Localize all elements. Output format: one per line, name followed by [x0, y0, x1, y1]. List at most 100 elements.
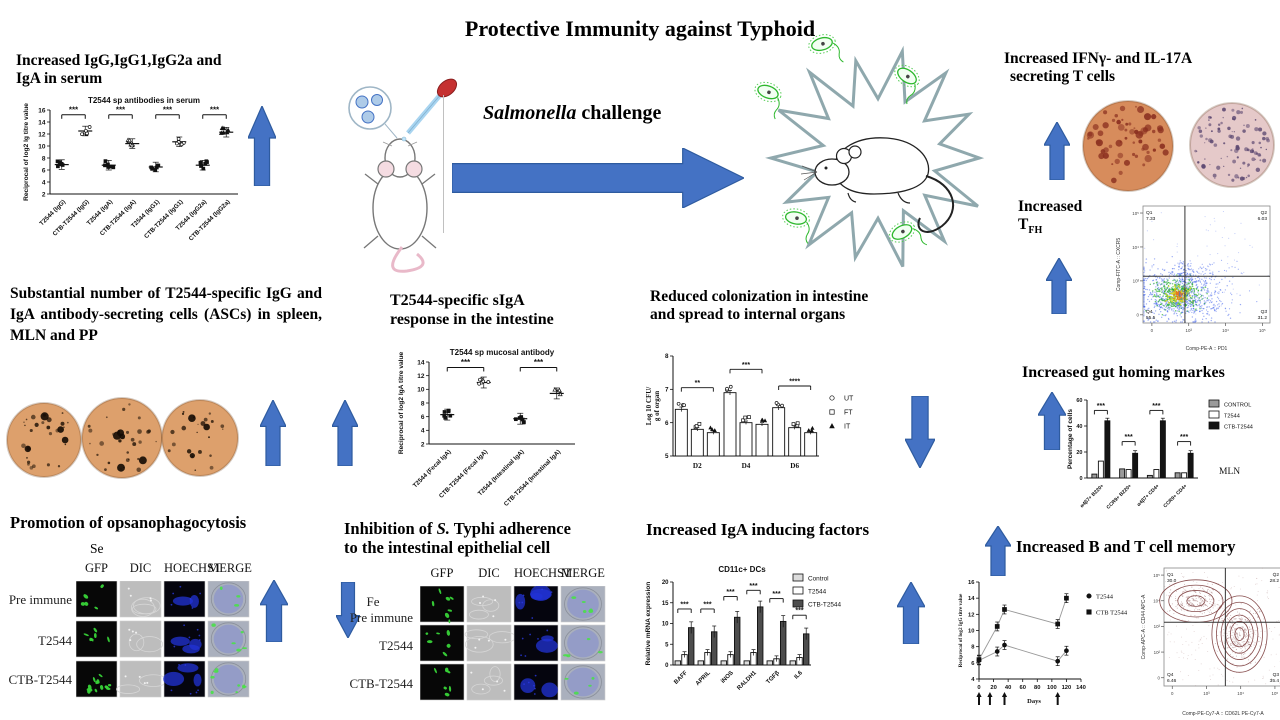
- serum-heading-line1: Increased IgG,IgG1,IgG2a and: [16, 52, 222, 69]
- salmonella-bacterium-icon: [754, 81, 782, 120]
- svg-text:T2544 sp antibodies in serum: T2544 sp antibodies in serum: [88, 96, 200, 105]
- svg-text:***: ***: [163, 105, 173, 114]
- column-header-merge: MERGE: [561, 566, 605, 580]
- svg-text:TGFβ: TGFβ: [766, 670, 782, 686]
- inhibition-heading-italic: S.: [436, 519, 450, 538]
- inhibition-heading-pre: Inhibition of: [344, 519, 437, 538]
- elispot-wells-ifn-il17a: [1082, 100, 1275, 192]
- challenge-label-italic: Salmonella: [483, 102, 577, 124]
- svg-text:CTB T2544: CTB T2544: [1096, 610, 1128, 617]
- cd11c-bar-chart: 0 5 10 15 20 CD11c+ DCs Relative mRNA expressi…: [645, 565, 841, 692]
- svg-text:Control: Control: [808, 576, 829, 583]
- svg-text:T2544 (Fecal IgA): T2544 (Fecal IgA): [412, 448, 453, 489]
- svg-text:***: ***: [1097, 403, 1105, 410]
- gut-homing-heading: Increased gut homing markes: [1022, 364, 1225, 381]
- svg-text:D2: D2: [693, 462, 702, 470]
- svg-text:Q3: Q3: [1261, 309, 1268, 315]
- svg-text:10³: 10³: [1154, 624, 1161, 629]
- svg-text:APRIL: APRIL: [695, 670, 712, 687]
- inhibition-heading: Inhibition of S. Typhi adherence to the …: [344, 519, 571, 558]
- svg-text:Percentage of cells: Percentage of cells: [1067, 409, 1074, 469]
- svg-text:6.46: 6.46: [1167, 678, 1177, 684]
- svg-text:Q4: Q4: [1146, 309, 1153, 315]
- column-header-hoechst: HOECHST: [514, 566, 572, 580]
- opsono-row-label: CTB-T2544: [8, 672, 72, 687]
- svg-text:100: 100: [1047, 685, 1057, 691]
- svg-text:Q2: Q2: [1261, 210, 1268, 216]
- svg-text:12: 12: [968, 612, 974, 618]
- svg-text:0: 0: [1171, 691, 1174, 696]
- svg-text:28.2: 28.2: [1270, 578, 1280, 584]
- svg-text:6.03: 6.03: [1258, 216, 1268, 222]
- svg-text:14: 14: [38, 119, 46, 126]
- salmonella-bacterium-icon: [808, 34, 844, 63]
- svg-text:10: 10: [968, 629, 974, 635]
- svg-text:10: 10: [38, 143, 46, 150]
- ifn-heading-line1: Increased IFNγ- and IL-17A: [1004, 50, 1193, 67]
- svg-text:12: 12: [38, 131, 46, 138]
- svg-text:6: 6: [971, 661, 975, 667]
- svg-text:10⁵: 10⁵: [1272, 691, 1279, 696]
- challenged-mouse-illustration: [754, 34, 985, 268]
- inhibition-heading-post: Typhi adherence: [449, 519, 571, 538]
- svg-text:***: ***: [726, 589, 734, 596]
- opsono-group-label: Se: [90, 541, 104, 556]
- svg-text:2: 2: [42, 191, 46, 198]
- opsono-row-label: Pre immune: [8, 592, 72, 607]
- svg-text:CONTROL: CONTROL: [1224, 403, 1251, 409]
- svg-text:***: ***: [680, 601, 688, 608]
- colonization-heading-line1: Reduced colonization in intestine: [650, 288, 869, 305]
- svg-text:8: 8: [665, 353, 669, 360]
- serum-heading-line2: IgA in serum: [16, 70, 103, 88]
- svg-text:***: ***: [795, 608, 803, 615]
- asc-text: Substantial number of T2544-specific IgG…: [10, 285, 322, 344]
- column-header-merge: MERGE: [208, 561, 252, 575]
- svg-text:16: 16: [968, 580, 975, 586]
- mouse-top-view-icon: [363, 138, 437, 273]
- immunization-mouse-illustration: [348, 78, 458, 273]
- inhibition-row-label: T2544: [379, 638, 413, 653]
- svg-text:Relative mRNA expression: Relative mRNA expression: [645, 582, 652, 666]
- svg-text:CTB-T2544 (IgG2a): CTB-T2544 (IgG2a): [188, 198, 232, 242]
- up-arrow-icon: [1044, 122, 1070, 180]
- page-title: Protective Immunity against Typhoid: [464, 16, 816, 41]
- svg-text:10³: 10³: [1186, 328, 1193, 333]
- svg-text:***: ***: [749, 583, 757, 590]
- svg-text:4: 4: [421, 428, 425, 435]
- svg-text:15: 15: [662, 601, 669, 607]
- svg-text:8: 8: [421, 400, 425, 407]
- svg-text:12: 12: [417, 373, 425, 380]
- colonization-heading-line2: and spread to internal organs: [650, 306, 846, 324]
- down-arrow-icon: [336, 582, 360, 638]
- svg-text:****: ****: [789, 379, 800, 386]
- svg-text:140: 140: [1076, 685, 1086, 691]
- svg-text:IT: IT: [844, 424, 851, 431]
- svg-text:***: ***: [703, 601, 711, 608]
- svg-text:CD11c+ DCs: CD11c+ DCs: [718, 565, 766, 574]
- panel-divider: [443, 95, 444, 233]
- svg-text:Comp-PE-A :: PD1: Comp-PE-A :: PD1: [1186, 346, 1228, 352]
- memory-heading: Increased B and T cell memory: [1016, 537, 1236, 556]
- svg-text:D4: D4: [742, 462, 751, 470]
- svg-text:10: 10: [417, 387, 425, 394]
- dropper-icon: [401, 78, 458, 142]
- svg-text:***: ***: [1125, 434, 1133, 441]
- svg-text:10⁴: 10⁴: [1132, 245, 1139, 250]
- svg-text:10⁵: 10⁵: [1153, 573, 1160, 578]
- siga-heading-line1: T2544-specific sIgA: [390, 292, 525, 309]
- svg-text:***: ***: [69, 105, 79, 114]
- svg-text:20: 20: [990, 685, 996, 691]
- svg-text:10³: 10³: [1133, 279, 1140, 284]
- svg-text:IL6: IL6: [794, 670, 805, 681]
- up-arrow-icon: [332, 400, 358, 466]
- inhibition-microscopy-grid: [420, 586, 606, 701]
- up-arrow-icon: [1038, 392, 1066, 450]
- ifn-heading-line2: secreting T cells: [1010, 68, 1116, 86]
- opsono-heading: Promotion of opsanophagocytosis: [10, 513, 247, 532]
- opsono-column-headers: GFP DIC HOECHST MERGE: [76, 561, 252, 576]
- svg-text:Q1: Q1: [1146, 210, 1153, 216]
- siga-heading: T2544-specific sIgA response in the inte…: [390, 292, 554, 330]
- svg-text:6: 6: [42, 167, 46, 174]
